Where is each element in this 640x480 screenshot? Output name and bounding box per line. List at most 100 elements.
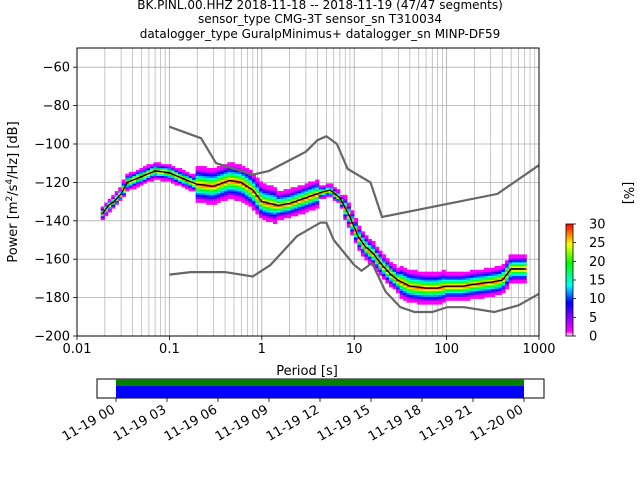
heatmap-cell: [276, 192, 281, 196]
heatmap-cell: [258, 206, 264, 209]
heatmap-cell: [294, 206, 299, 209]
heatmap-cell: [216, 171, 221, 175]
heatmap-cell: [237, 171, 242, 175]
timeline-tick-label: 11-19 15: [315, 402, 373, 444]
heatmap-cell: [294, 192, 299, 196]
heatmap-cell: [374, 262, 380, 265]
timeline-coverage-bar: [116, 386, 524, 398]
heatmap-cell: [181, 171, 186, 175]
heatmap-cell: [420, 300, 425, 303]
heatmap-cell: [448, 275, 453, 278]
heatmap-cell: [476, 279, 482, 282]
heatmap-cell: [188, 173, 193, 176]
heatmap-cell: [255, 202, 260, 205]
heatmap-cell: [410, 283, 415, 286]
heatmap-cell: [522, 277, 527, 280]
heatmap-cell: [223, 194, 228, 198]
heatmap-cell: [353, 233, 358, 236]
heatmap-cell: [438, 281, 443, 284]
heatmap-cell: [220, 173, 225, 176]
heatmap-cell: [406, 288, 411, 292]
heatmap-cell: [206, 196, 211, 200]
heatmap-cell: [512, 265, 517, 269]
heatmap-cell: [410, 275, 415, 278]
heatmap-cell: [403, 288, 408, 292]
heatmap-cell: [385, 258, 390, 261]
heatmap-cell: [265, 214, 271, 217]
heatmap-cell: [438, 287, 443, 290]
heatmap-cell: [508, 269, 513, 272]
heatmap-cell: [501, 275, 506, 278]
heatmap-cell: [251, 206, 257, 209]
heatmap-cell: [438, 273, 443, 276]
heatmap-cell: [353, 239, 358, 242]
heatmap-cell: [135, 169, 140, 173]
heatmap-cell: [417, 300, 422, 303]
heatmap-cell: [389, 279, 394, 282]
heatmap-cell: [519, 277, 524, 280]
heatmap-cell: [490, 287, 496, 290]
heatmap-cell: [248, 181, 253, 184]
heatmap-cell: [230, 187, 235, 190]
heatmap-cell: [171, 179, 176, 182]
heatmap-cell: [466, 279, 471, 282]
psd-heatmap: [100, 162, 527, 305]
heatmap-cell: [178, 168, 183, 171]
heatmap-cell: [462, 287, 467, 290]
heatmap-cell: [455, 290, 460, 294]
heatmap-cell: [512, 260, 517, 263]
heatmap-cell: [466, 285, 471, 288]
heatmap-cell: [385, 275, 390, 278]
heatmap-cell: [209, 192, 214, 196]
heatmap-cell: [508, 264, 513, 267]
heatmap-cell: [241, 198, 246, 201]
heatmap-cell: [396, 277, 401, 280]
heatmap-cell: [223, 169, 228, 173]
heatmap-cell: [265, 194, 271, 198]
heatmap-cell: [304, 206, 309, 209]
heatmap-cell: [515, 265, 520, 269]
heatmap-cell: [265, 212, 271, 215]
heatmap-cell: [413, 275, 418, 278]
heatmap-cell: [107, 202, 112, 205]
heatmap-cell: [515, 269, 520, 272]
heatmap-cell: [367, 254, 373, 257]
heatmap-cell: [367, 242, 373, 246]
heatmap-cell: [374, 260, 380, 263]
heatmap-cell: [248, 192, 253, 196]
heatmap-cell: [220, 175, 225, 178]
heatmap-cell: [202, 196, 207, 200]
heatmap-cell: [343, 212, 348, 215]
heatmap-cell: [452, 290, 457, 294]
heatmap-cell: [262, 216, 267, 219]
heatmap-cell: [424, 288, 429, 292]
heatmap-cell: [367, 246, 373, 249]
heatmap-cell: [353, 217, 358, 221]
heatmap-cell: [209, 202, 214, 205]
heatmap-cell: [265, 206, 271, 209]
heatmap-cell: [258, 212, 264, 215]
heatmap-cell: [276, 202, 281, 205]
timeline-tick-label: 11-19 06: [162, 402, 220, 444]
heatmap-cell: [251, 185, 257, 188]
heatmap-cell: [223, 196, 228, 200]
heatmap-cell: [487, 290, 492, 294]
heatmap-cell: [441, 296, 446, 299]
heatmap-cell: [311, 191, 316, 194]
heatmap-cell: [462, 273, 467, 276]
heatmap-cell: [438, 275, 443, 278]
heatmap-cell: [308, 208, 313, 211]
heatmap-cell: [294, 202, 299, 205]
heatmap-cell: [512, 264, 517, 267]
heatmap-cell: [258, 200, 264, 203]
heatmap-cell: [490, 267, 496, 271]
heatmap-cell: [434, 277, 439, 280]
heatmap-cell: [494, 281, 499, 284]
heatmap-cell: [234, 173, 239, 176]
heatmap-cell: [403, 294, 408, 297]
heatmap-cell: [452, 294, 457, 297]
heatmap-cell: [434, 271, 439, 274]
heatmap-cell: [202, 187, 207, 190]
heatmap-cell: [315, 198, 320, 201]
